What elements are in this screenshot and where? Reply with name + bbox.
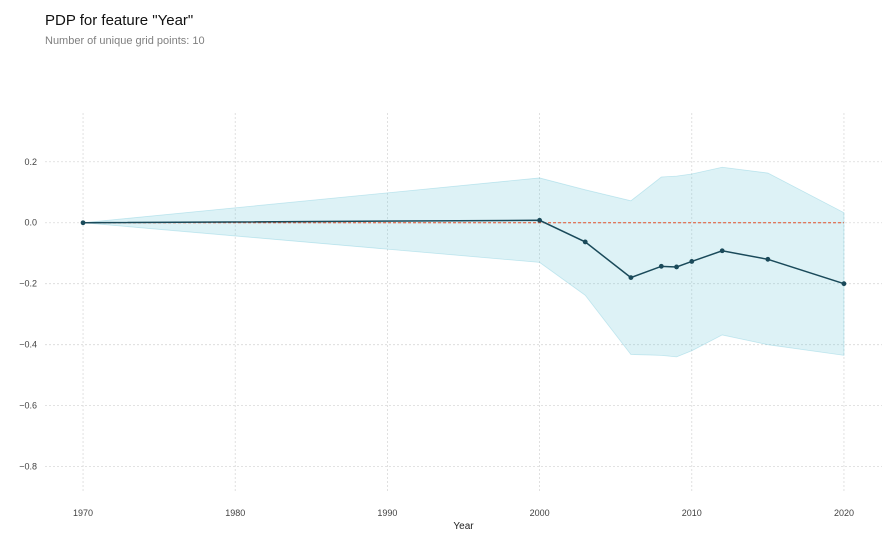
x-tick-label: 2000 bbox=[530, 508, 550, 518]
x-axis-label: Year bbox=[453, 521, 474, 532]
pdp-line bbox=[83, 219, 845, 285]
x-tick-label: 2020 bbox=[834, 508, 854, 518]
pdp-point bbox=[628, 275, 634, 281]
x-tick-label: 1980 bbox=[225, 508, 245, 518]
pdp-point bbox=[658, 263, 664, 269]
y-tick-label: −0.6 bbox=[19, 401, 37, 411]
x-tick-label: 1970 bbox=[73, 508, 93, 518]
y-tick-label: −0.8 bbox=[19, 462, 37, 472]
pdp-point bbox=[719, 248, 725, 254]
x-tick-label: 2010 bbox=[682, 508, 702, 518]
pdp-point bbox=[841, 281, 847, 287]
confidence-band bbox=[83, 166, 845, 358]
pdp-point bbox=[537, 217, 542, 223]
pdp-point bbox=[689, 259, 695, 264]
y-tick-label: −0.2 bbox=[19, 279, 37, 289]
chart-title: PDP for feature "Year" bbox=[45, 12, 194, 29]
pdp-point bbox=[674, 264, 679, 270]
pdp-point bbox=[765, 256, 771, 262]
x-tick-label: 1990 bbox=[377, 508, 397, 518]
y-tick-label: −0.4 bbox=[19, 340, 37, 350]
pdp-point bbox=[582, 239, 588, 245]
y-tick-label: 0.0 bbox=[24, 218, 37, 228]
chart-subtitle: Number of unique grid points: 10 bbox=[45, 35, 205, 47]
y-tick-label: 0.2 bbox=[24, 157, 37, 167]
pdp-point bbox=[80, 220, 86, 226]
